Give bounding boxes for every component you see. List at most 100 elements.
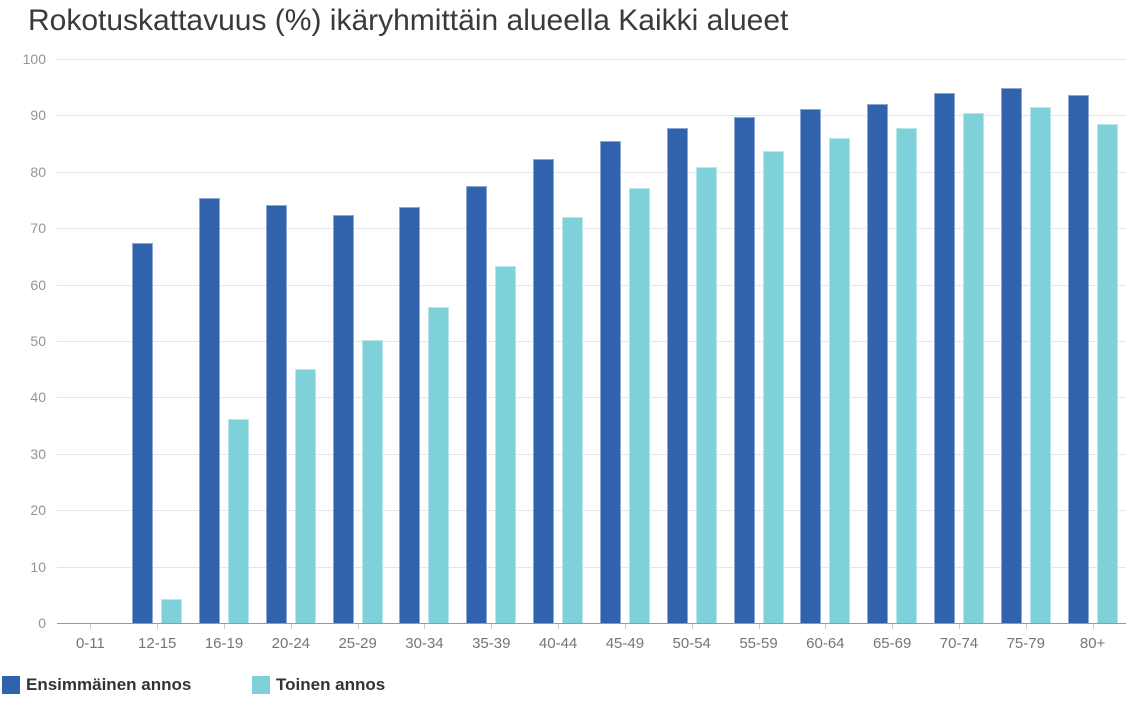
x-axis-label-75-79: 75-79 xyxy=(1006,635,1045,652)
page-title: Rokotuskattavuus (%) ikäryhmittäin aluee… xyxy=(28,4,789,37)
bar-toinen-annos-35-39[interactable] xyxy=(495,266,517,623)
x-axis-label-0-11: 0-11 xyxy=(75,635,105,652)
bar-group-70-74 xyxy=(926,59,993,623)
bar-group-50-54 xyxy=(658,59,725,623)
bar-ensimm-inen-annos-80[interactable] xyxy=(1067,95,1089,623)
x-axis-tick xyxy=(290,623,292,629)
bar-ensimm-inen-annos-20-24[interactable] xyxy=(265,205,287,623)
x-axis-tick xyxy=(958,623,960,629)
bar-group-0-11 xyxy=(57,59,124,623)
bar-group-55-59 xyxy=(725,59,792,623)
gridline-100 xyxy=(57,59,1126,60)
y-axis-label-40: 40 xyxy=(30,389,46,405)
bar-group-25-29 xyxy=(324,59,391,623)
bar-ensimm-inen-annos-50-54[interactable] xyxy=(666,128,688,623)
bar-toinen-annos-65-69[interactable] xyxy=(896,128,918,623)
bar-ensimm-inen-annos-70-74[interactable] xyxy=(933,93,955,623)
x-axis-tick xyxy=(758,623,760,629)
bar-toinen-annos-16-19[interactable] xyxy=(228,419,250,623)
gridline-80 xyxy=(57,172,1126,173)
bar-ensimm-inen-annos-60-64[interactable] xyxy=(800,109,822,623)
bar-group-12-15 xyxy=(124,59,191,623)
bar-toinen-annos-40-44[interactable] xyxy=(562,217,584,623)
bar-ensimm-inen-annos-45-49[interactable] xyxy=(599,141,621,623)
x-axis-label-60-64: 60-64 xyxy=(806,635,845,652)
gridline-50 xyxy=(57,341,1126,342)
x-axis-tick xyxy=(1025,623,1027,629)
x-axis-tick xyxy=(558,623,560,629)
bar-ensimm-inen-annos-40-44[interactable] xyxy=(533,159,555,623)
x-axis-label-40-44: 40-44 xyxy=(538,635,578,652)
x-axis-tick xyxy=(357,623,359,629)
y-axis-label-70: 70 xyxy=(30,220,46,236)
x-axis-label-80: 80+ xyxy=(1079,635,1106,652)
y-axis-label-0: 0 xyxy=(38,615,46,631)
gridline-70 xyxy=(57,228,1126,229)
gridline-60 xyxy=(57,285,1126,286)
gridline-20 xyxy=(57,510,1126,511)
bar-ensimm-inen-annos-16-19[interactable] xyxy=(199,198,221,623)
x-axis-label-70-74: 70-74 xyxy=(939,635,979,652)
bar-group-30-34 xyxy=(391,59,458,623)
bar-ensimm-inen-annos-12-15[interactable] xyxy=(132,243,154,623)
x-axis-tick xyxy=(157,623,159,629)
x-axis-tick xyxy=(892,623,894,629)
x-axis-tick xyxy=(424,623,426,629)
bar-toinen-annos-70-74[interactable] xyxy=(962,113,984,623)
y-axis-label-50: 50 xyxy=(30,333,46,349)
bar-toinen-annos-60-64[interactable] xyxy=(829,138,851,623)
legend-item-first-dose[interactable]: Ensimmäinen annos xyxy=(2,675,191,695)
bar-group-60-64 xyxy=(792,59,859,623)
bar-toinen-annos-20-24[interactable] xyxy=(294,369,316,623)
legend-label: Toinen annos xyxy=(276,675,386,694)
bar-group-65-69 xyxy=(859,59,926,623)
bar-ensimm-inen-annos-75-79[interactable] xyxy=(1000,88,1022,623)
bar-toinen-annos-80[interactable] xyxy=(1096,124,1118,623)
x-axis-label-30-34: 30-34 xyxy=(405,635,444,652)
x-axis-label-35-39: 35-39 xyxy=(472,635,511,652)
gridline-10 xyxy=(57,567,1126,568)
y-axis-label-10: 10 xyxy=(30,559,46,575)
x-axis-tick xyxy=(624,623,626,629)
x-axis-label-45-49: 45-49 xyxy=(605,635,645,652)
bar-toinen-annos-50-54[interactable] xyxy=(695,167,717,623)
bar-toinen-annos-75-79[interactable] xyxy=(1029,107,1051,623)
bar-ensimm-inen-annos-65-69[interactable] xyxy=(867,104,889,623)
bar-group-35-39 xyxy=(458,59,525,623)
bar-toinen-annos-12-15[interactable] xyxy=(161,599,183,623)
x-axis-label-65-69: 65-69 xyxy=(872,635,912,652)
bar-ensimm-inen-annos-30-34[interactable] xyxy=(399,207,421,623)
x-axis-label-25-29: 25-29 xyxy=(338,635,377,652)
y-axis-label-30: 30 xyxy=(30,446,46,462)
x-axis-tick xyxy=(491,623,493,629)
y-axis-label-90: 90 xyxy=(30,107,46,123)
bar-group-16-19 xyxy=(191,59,258,623)
x-axis-tick xyxy=(691,623,693,629)
bar-ensimm-inen-annos-35-39[interactable] xyxy=(466,186,488,623)
bar-toinen-annos-30-34[interactable] xyxy=(428,307,450,623)
bar-group-20-24 xyxy=(257,59,324,623)
y-axis-label-80: 80 xyxy=(30,164,46,180)
x-axis-tick xyxy=(224,623,226,629)
bar-ensimm-inen-annos-25-29[interactable] xyxy=(332,215,354,623)
bar-group-80 xyxy=(1059,59,1126,623)
bar-group-75-79 xyxy=(992,59,1059,623)
gridline-40 xyxy=(57,397,1126,398)
x-axis-tick xyxy=(825,623,827,629)
x-axis-tick xyxy=(1092,623,1094,629)
bar-ensimm-inen-annos-55-59[interactable] xyxy=(733,117,755,623)
bar-toinen-annos-45-49[interactable] xyxy=(628,188,650,623)
x-axis-line xyxy=(57,623,1126,624)
second-dose-swatch-icon xyxy=(252,676,270,694)
gridline-90 xyxy=(57,115,1126,116)
bar-group-40-44 xyxy=(525,59,592,623)
x-axis-label-12-15: 12-15 xyxy=(138,635,177,652)
legend-item-second-dose[interactable]: Toinen annos xyxy=(252,675,385,695)
x-axis-label-55-59: 55-59 xyxy=(739,635,778,652)
legend-label: Ensimmäinen annos xyxy=(26,675,192,694)
y-axis-label-100: 100 xyxy=(22,51,46,67)
x-axis-label-50-54: 50-54 xyxy=(672,635,711,652)
bar-toinen-annos-55-59[interactable] xyxy=(762,151,784,623)
bar-toinen-annos-25-29[interactable] xyxy=(361,340,383,623)
first-dose-swatch-icon xyxy=(2,676,20,694)
